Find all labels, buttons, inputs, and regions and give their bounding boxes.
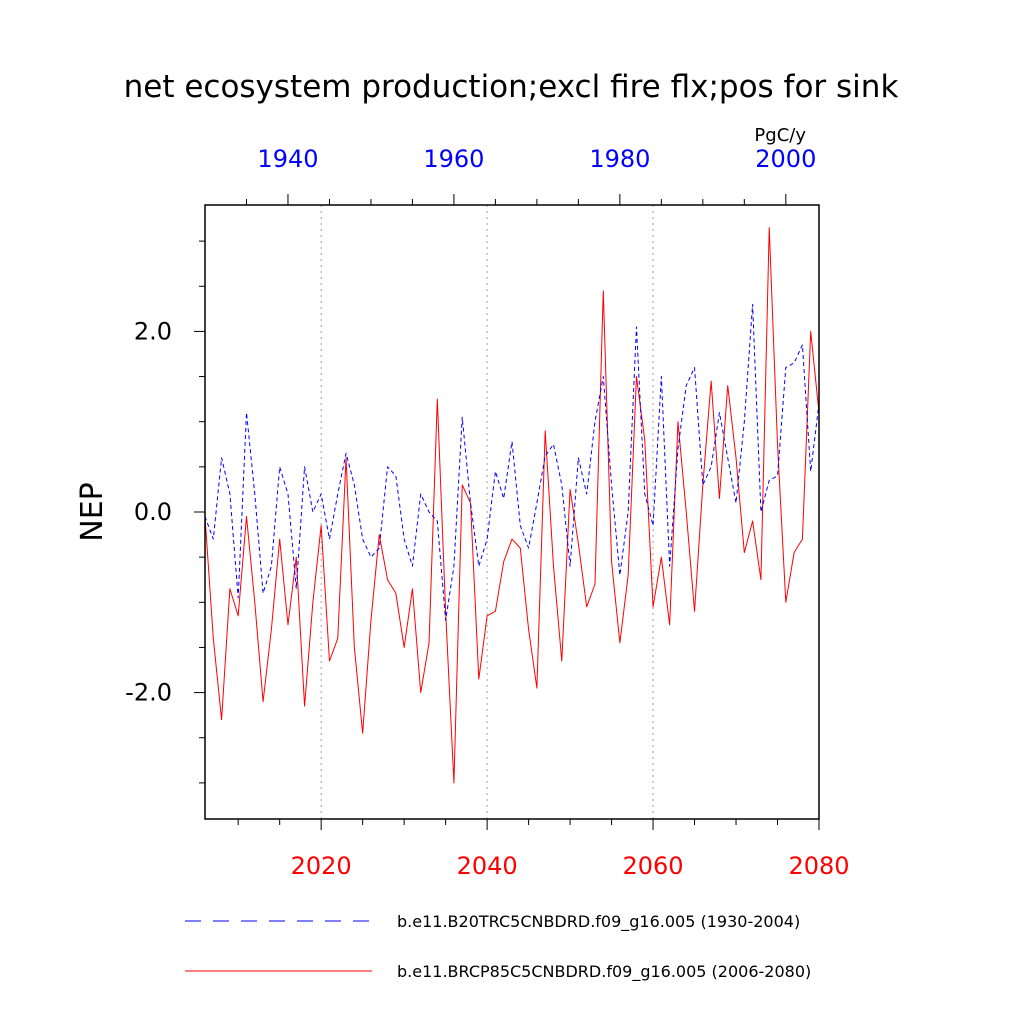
y-tick-label: 2.0 — [134, 317, 172, 345]
legend: b.e11.B20TRC5CNBDRD.f09_g16.005 (1930-20… — [185, 912, 811, 982]
bottom-tick-label: 2060 — [623, 852, 684, 880]
top-x-axis: 1940 1960 1980 2000 — [245, 145, 816, 205]
series-line-historical — [205, 303, 819, 621]
y-axis-label: NEP — [75, 482, 110, 542]
top-tick-label: 1960 — [423, 145, 484, 173]
legend-label-rcp85: b.e11.BRCP85C5CNBDRD.f09_g16.005 (2006-2… — [397, 962, 811, 982]
top-tick-label: 1940 — [257, 145, 318, 173]
bottom-x-axis: 2020 2040 2060 2080 — [237, 819, 850, 880]
y-tick-label: 0.0 — [134, 498, 172, 526]
top-tick-label: 1980 — [589, 145, 650, 173]
gridlines — [320, 205, 654, 819]
bottom-tick-label: 2080 — [788, 852, 849, 880]
top-tick-label: 2000 — [755, 145, 816, 173]
y-tick-label: -2.0 — [125, 679, 172, 707]
series-line-rcp85 — [205, 227, 819, 784]
units-label: PgC/y — [754, 125, 806, 146]
bottom-tick-label: 2040 — [457, 852, 518, 880]
bottom-tick-label: 2020 — [291, 852, 352, 880]
chart-title: net ecosystem production;excl fire flx;p… — [124, 69, 899, 105]
plot-frame — [204, 204, 820, 820]
legend-label-historical: b.e11.B20TRC5CNBDRD.f09_g16.005 (1930-20… — [397, 912, 800, 932]
plot-clip-region — [205, 227, 819, 784]
y-axis: -2.0 0.0 2.0 — [125, 240, 205, 784]
